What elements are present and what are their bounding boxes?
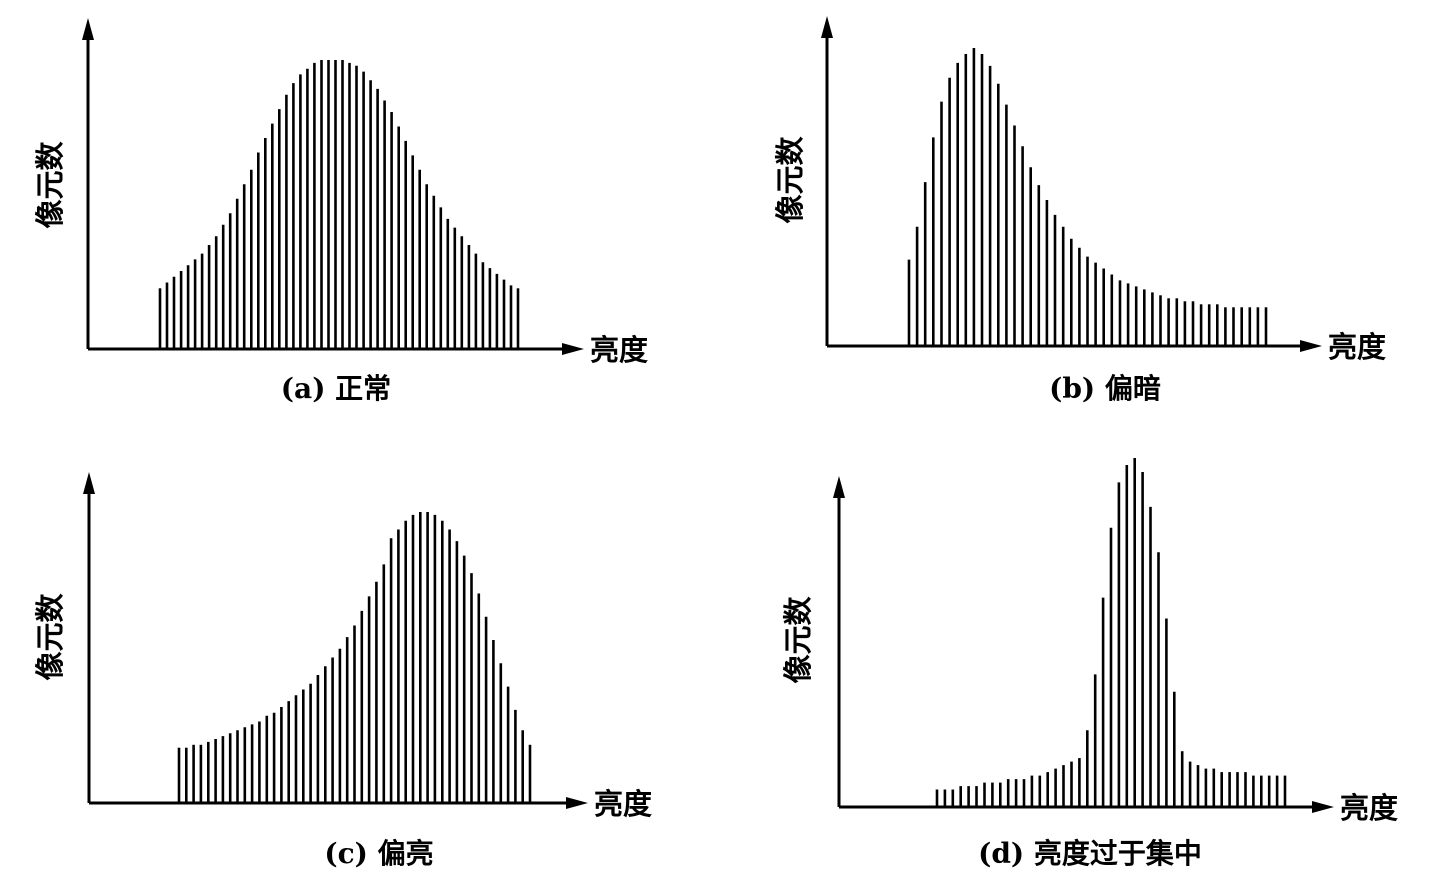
y-axis-arrow-c — [83, 472, 95, 494]
x-axis-label-b: 亮度 — [1328, 330, 1386, 364]
caption-d: (d) 亮度过于集中 — [978, 837, 1202, 870]
y-axis-label-c: 像元数 — [33, 593, 67, 681]
y-axis-label-b: 像元数 — [773, 136, 807, 224]
y-axis-arrow-d — [833, 476, 845, 498]
y-axis-arrow-a — [82, 18, 94, 40]
caption-a: (a) 正常 — [281, 372, 391, 405]
x-axis-arrow-b — [1300, 340, 1322, 352]
caption-b: (b) 偏暗 — [1049, 372, 1161, 405]
x-axis-arrow-c — [566, 797, 588, 809]
y-axis-label-d: 像元数 — [781, 596, 815, 684]
bars-a — [158, 60, 520, 349]
panel-b-dark: 像元数 亮度 (b) 偏暗 — [773, 16, 1386, 405]
bars-b — [907, 48, 1268, 346]
y-axis-label-a: 像元数 — [33, 141, 67, 229]
panel-d-concentrated: 像元数 亮度 (d) 亮度过于集中 — [781, 458, 1398, 870]
panel-c-bright: 像元数 亮度 (c) 偏亮 — [33, 472, 652, 870]
x-axis-label-a: 亮度 — [590, 333, 648, 367]
x-axis-arrow-d — [1312, 801, 1334, 813]
y-axis-arrow-b — [821, 16, 833, 38]
x-axis-label-d: 亮度 — [1340, 791, 1398, 825]
caption-c: (c) 偏亮 — [324, 837, 433, 870]
x-axis-arrow-a — [562, 343, 584, 355]
bars-d — [935, 458, 1287, 807]
bars-c — [177, 512, 532, 803]
x-axis-label-c: 亮度 — [594, 787, 652, 821]
panel-a-normal: 像元数 亮度 (a) 正常 — [33, 18, 648, 405]
